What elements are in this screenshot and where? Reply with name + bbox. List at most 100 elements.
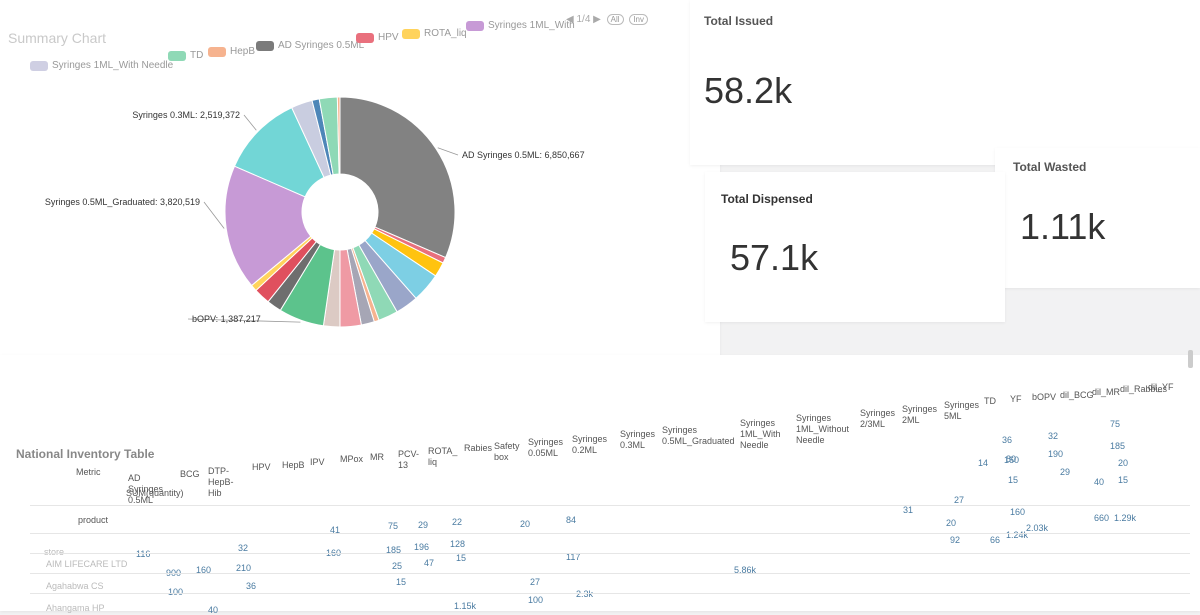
table-cell: 15 — [1118, 475, 1129, 485]
legend-page-number: 1/4 — [576, 14, 591, 25]
kpi-title: Total Wasted — [1013, 160, 1087, 174]
table-cell: 20 — [946, 518, 957, 528]
table-cell: 15 — [1008, 475, 1019, 485]
legend-swatch — [466, 20, 484, 31]
pie-label-leader — [243, 114, 257, 131]
kpi-value: 57.1k — [730, 237, 819, 278]
table-cell: 41 — [330, 525, 341, 535]
table-cell: 190 — [1048, 449, 1064, 459]
table-cell: 100 — [528, 595, 544, 605]
column-header[interactable]: Syringes 5ML — [944, 400, 980, 421]
column-header[interactable]: dil_BCG — [1060, 390, 1094, 400]
prev-page-icon[interactable]: ◀ — [566, 14, 574, 25]
table-cell: 22 — [452, 517, 463, 527]
column-header[interactable]: PCV- 13 — [398, 449, 420, 470]
column-header[interactable]: Syringes 1ML_Without Needle — [796, 413, 850, 445]
legend-label: AD Syringes 0.5ML — [278, 40, 365, 51]
table-cell: 100 — [168, 587, 184, 597]
table-cell: 15 — [456, 553, 467, 563]
column-header[interactable]: Syringes 0.05ML — [528, 437, 564, 458]
pie-slice-hepb2[interactable] — [336, 96, 341, 175]
legend-label: Syringes 1ML_With Needle — [52, 60, 174, 71]
table-cell: 92 — [950, 535, 961, 545]
column-header[interactable]: MPox — [340, 454, 364, 464]
column-header[interactable]: MR — [370, 452, 384, 462]
legend-item[interactable]: HPV — [356, 32, 399, 43]
store-label: store — [44, 547, 65, 557]
pie-label: AD Syringes 0.5ML: 6,850,667 — [462, 150, 585, 160]
column-header[interactable]: BCG — [180, 469, 200, 479]
chart-legend: Syringes 1ML_With Needle TD HepB AD Syri… — [0, 6, 700, 71]
table-gridline — [30, 533, 1190, 534]
legend-swatch — [30, 60, 48, 71]
table-cell: 47 — [424, 558, 435, 568]
column-header[interactable]: IPV — [310, 457, 325, 467]
pie-slice-ad-syringes-0-5ml[interactable] — [339, 96, 456, 259]
table-cell: 84 — [566, 515, 577, 525]
legend-swatch — [256, 40, 274, 51]
kpi-title: Total Dispensed — [721, 192, 813, 206]
table-cell: 20 — [1118, 458, 1129, 468]
column-header[interactable]: Syringes 0.3ML — [620, 429, 656, 450]
legend-item[interactable]: Syringes 1ML_With Needle — [30, 60, 173, 71]
table-scrollbar[interactable] — [1188, 350, 1193, 368]
total-wasted-card: Total Wasted 1.11k — [995, 148, 1200, 288]
legend-item[interactable]: ROTA_liq — [402, 28, 467, 39]
metric-value: SUM(quantity) — [126, 488, 184, 498]
chart-title: Summary Chart — [8, 30, 107, 46]
legend-label: HPV — [378, 32, 399, 43]
table-cell: 1.29k — [1114, 513, 1137, 523]
column-header[interactable]: dil_MR — [1092, 387, 1121, 397]
column-header[interactable]: DTP- HepB- Hib — [208, 466, 234, 498]
column-header[interactable]: HepB — [282, 460, 305, 470]
table-cell: 36 — [246, 581, 257, 591]
pie-label: Syringes 0.5ML_Graduated: 3,820,519 — [45, 197, 200, 207]
column-header[interactable]: dil_Rabbies — [1120, 384, 1168, 394]
donut-chart: AD Syringes 0.5ML: 6,850,667 bOPV: 1,387,… — [45, 96, 585, 328]
pie-slice-syringes-0-5ml-graduated[interactable] — [224, 165, 312, 287]
legend-label: Syringes 1ML_With — [488, 20, 575, 31]
select-all-button[interactable]: All — [606, 14, 624, 25]
pie-label-leader — [203, 201, 225, 229]
legend-item[interactable]: Syringes 1ML_With — [466, 20, 575, 31]
legend-swatch — [168, 50, 186, 61]
column-header[interactable]: Syringes 0.2ML — [572, 434, 608, 455]
table-cell: 75 — [1110, 419, 1121, 429]
column-header[interactable]: TD — [984, 396, 996, 406]
column-header[interactable]: Safety box — [494, 441, 520, 462]
column-header[interactable]: ROTA_ liq — [428, 446, 458, 467]
column-header[interactable]: YF — [1010, 394, 1022, 404]
pie-label-leader — [437, 147, 459, 156]
column-header[interactable]: Syringes 0.5ML_Graduated — [662, 425, 735, 446]
legend-item[interactable]: TD — [168, 50, 203, 61]
next-page-icon[interactable]: ▶ — [593, 14, 601, 25]
column-header[interactable]: Rabies — [464, 443, 493, 453]
table-cell: 27 — [530, 577, 541, 587]
pie-label-leader — [187, 318, 301, 323]
column-header[interactable]: AD Syringes 0.5ML — [128, 473, 164, 505]
legend-item[interactable]: HepB — [208, 46, 255, 57]
legend-item[interactable]: AD Syringes 0.5ML — [256, 40, 364, 51]
table-cell: 15 — [396, 577, 407, 587]
column-header[interactable]: bOPV — [1032, 392, 1057, 402]
table-cell: 29 — [418, 520, 429, 530]
invert-selection-button[interactable]: Inv — [629, 14, 648, 25]
column-header[interactable]: HPV — [252, 462, 271, 472]
table-cell: 210 — [236, 563, 252, 573]
column-header[interactable]: dil_YF — [1148, 382, 1174, 392]
legend-label: HepB — [230, 46, 256, 57]
table-cell: 80 — [1006, 454, 1017, 464]
column-header[interactable]: Syringes 1ML_With Needle — [740, 418, 781, 450]
column-header[interactable]: Syringes 2/3ML — [860, 408, 896, 429]
table-gridline — [30, 505, 1190, 506]
column-header[interactable]: Syringes 2ML — [902, 404, 938, 425]
table-gridline — [30, 553, 1190, 554]
legend-swatch — [356, 32, 374, 43]
table-cell: 160 — [1010, 507, 1026, 517]
table-cell: 31 — [903, 505, 914, 515]
kpi-value: 58.2k — [704, 70, 793, 111]
kpi-value: 1.11k — [1020, 206, 1106, 247]
pie-label: Syringes 0.3ML: 2,519,372 — [132, 110, 240, 120]
table-cell: 1.15k — [454, 601, 477, 611]
table-cell: 160 — [1004, 455, 1020, 465]
